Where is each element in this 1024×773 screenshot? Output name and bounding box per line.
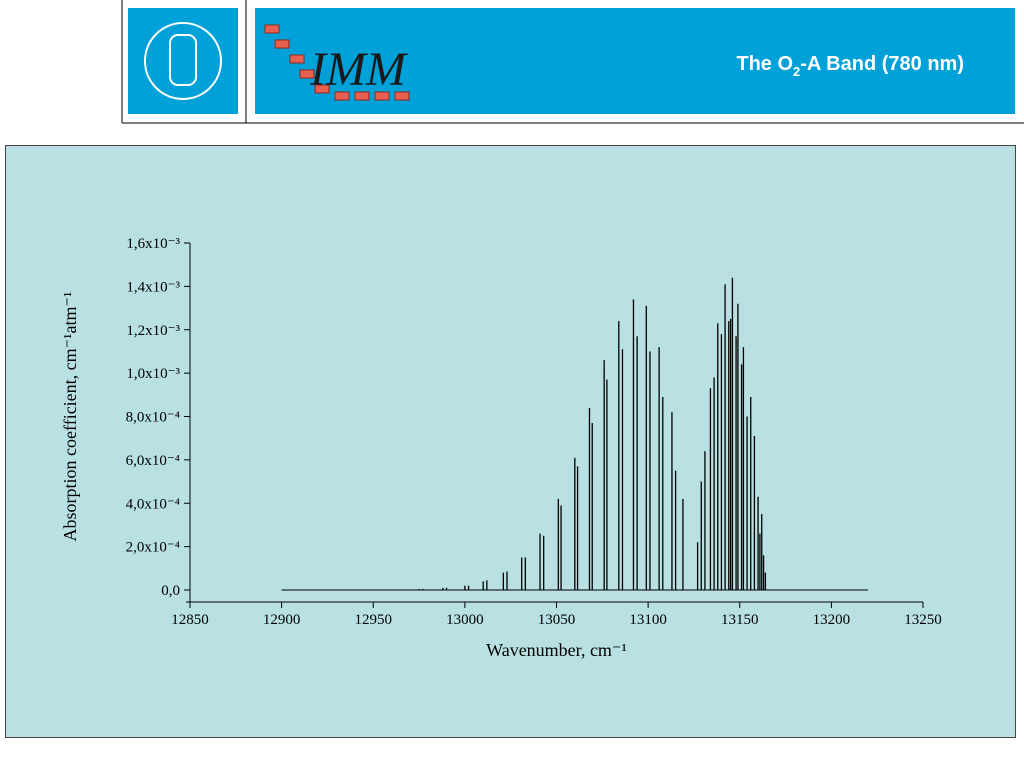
x-tick-label: 13100	[629, 612, 667, 628]
x-tick-label: 13200	[813, 612, 851, 628]
x-tick-label: 13050	[538, 612, 576, 628]
slide-title: The O2-A Band (780 nm)	[736, 53, 964, 79]
y-tick-label: 1,0x10⁻³	[126, 366, 180, 382]
bricks	[264, 24, 410, 101]
y-tick-label: 8,0x10⁻⁴	[126, 410, 180, 426]
x-tick-label: 13150	[721, 612, 759, 628]
y-tick-label: 6,0x10⁻⁴	[126, 453, 180, 469]
chart-panel	[5, 145, 1016, 738]
x-tick-label: 12900	[263, 612, 301, 628]
y-tick-label: 1,6x10⁻³	[126, 236, 180, 252]
seal	[144, 22, 222, 100]
x-tick-label: 12850	[171, 612, 209, 628]
y-tick-label: 1,2x10⁻³	[126, 323, 180, 339]
seal-box	[128, 8, 238, 114]
x-tick-label: 13000	[446, 612, 484, 628]
y-axis-label: Absorption coefficient, cm⁻¹atm⁻¹	[60, 292, 80, 542]
y-tick-label: 1,4x10⁻³	[126, 279, 180, 295]
y-tick-label: 4,0x10⁻⁴	[126, 496, 180, 512]
seal-figure	[169, 34, 197, 86]
x-tick-label: 12950	[355, 612, 393, 628]
x-axis-label: Wavenumber, cm⁻¹	[486, 640, 627, 660]
y-tick-label: 2,0x10⁻⁴	[126, 540, 180, 556]
logo-text: IMM	[309, 43, 409, 96]
x-tick-label: 13250	[904, 612, 942, 628]
y-tick-label: 0,0	[161, 583, 180, 599]
